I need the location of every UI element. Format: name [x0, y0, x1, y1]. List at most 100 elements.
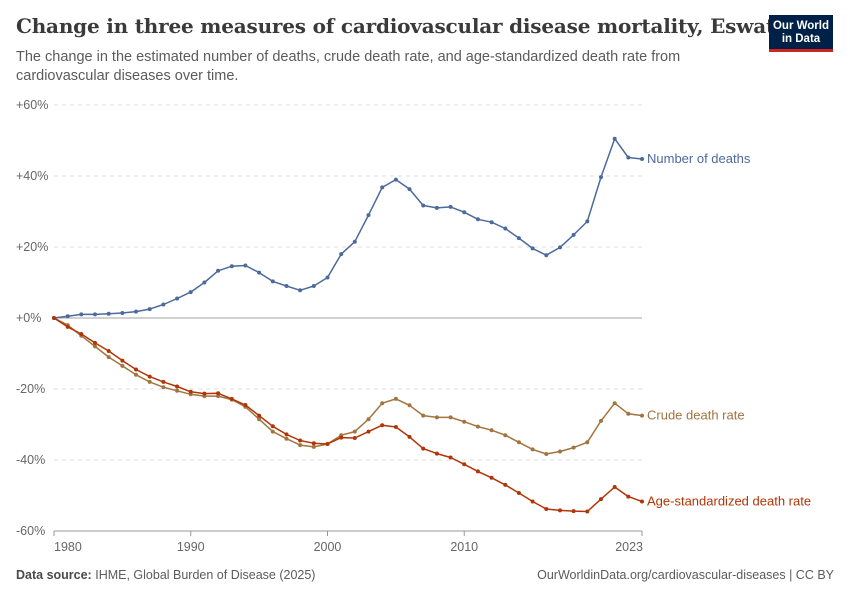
- data-point: [503, 433, 508, 438]
- x-tick-label: 2010: [450, 540, 478, 554]
- data-point: [284, 436, 289, 441]
- data-point: [161, 379, 166, 384]
- series-line: [53, 137, 643, 319]
- data-point: [407, 434, 412, 439]
- data-point: [52, 316, 56, 320]
- data-point: [134, 367, 138, 372]
- series-label: Crude death rate: [647, 408, 745, 423]
- data-point: [503, 482, 508, 487]
- data-point: [93, 340, 97, 345]
- data-point: [421, 413, 426, 418]
- data-point: [175, 388, 180, 393]
- data-point: [229, 264, 234, 269]
- data-point: [434, 205, 439, 210]
- data-point: [270, 279, 275, 284]
- data-point: [489, 475, 494, 480]
- data-point: [516, 491, 521, 495]
- data-point: [352, 239, 357, 244]
- data-point: [640, 413, 644, 418]
- data-point: [599, 175, 603, 180]
- data-point: [106, 311, 111, 316]
- data-point: [393, 396, 398, 401]
- chart-subtitle: The change in the estimated number of de…: [16, 49, 681, 84]
- data-point: [448, 415, 453, 420]
- data-point: [475, 217, 480, 222]
- data-point: [585, 509, 590, 514]
- data-point: [106, 349, 111, 353]
- y-tick-label: -20%: [16, 382, 45, 396]
- data-point: [626, 494, 631, 499]
- data-point: [544, 507, 549, 511]
- data-point: [311, 441, 316, 446]
- data-point: [544, 253, 549, 258]
- data-point: [134, 372, 138, 377]
- data-point: [489, 428, 494, 433]
- y-tick-label: -60%: [16, 524, 45, 538]
- owid-logo[interactable]: Our World in Data: [769, 15, 833, 52]
- data-point: [147, 307, 152, 312]
- data-point: [298, 438, 303, 443]
- data-point: [558, 449, 562, 454]
- series-label: Number of deaths: [647, 151, 751, 166]
- y-tick-label: +60%: [16, 98, 48, 112]
- data-source-text: IHME, Global Burden of Disease (2025): [95, 568, 316, 582]
- data-point: [243, 263, 248, 268]
- data-point: [270, 429, 275, 434]
- data-point: [462, 419, 467, 424]
- data-point: [161, 385, 166, 390]
- data-point: [175, 296, 180, 301]
- grid-lines: [54, 104, 642, 461]
- data-point: [434, 451, 439, 456]
- data-point: [311, 444, 316, 449]
- data-point: [366, 429, 371, 434]
- data-point: [571, 445, 576, 450]
- logo-line-2: in Data: [781, 33, 821, 45]
- data-point: [134, 309, 138, 314]
- data-point: [599, 497, 603, 502]
- data-point: [489, 220, 494, 225]
- data-point: [298, 443, 303, 448]
- data-point: [65, 324, 70, 329]
- data-point: [530, 499, 535, 504]
- data-point: [640, 499, 644, 504]
- data-point: [585, 219, 590, 224]
- data-point: [530, 447, 535, 452]
- series-lines: [52, 136, 644, 514]
- data-point: [352, 429, 357, 434]
- y-tick-label: +20%: [16, 240, 48, 254]
- data-point: [462, 462, 467, 467]
- x-tick-label: 1980: [54, 540, 82, 554]
- data-point: [448, 204, 453, 209]
- data-point: [612, 485, 617, 489]
- data-point: [366, 417, 371, 422]
- data-point: [421, 203, 426, 208]
- x-tick-label: 2000: [314, 540, 342, 554]
- data-point: [626, 411, 631, 416]
- data-point: [530, 246, 535, 251]
- data-point: [366, 213, 371, 218]
- data-point: [257, 270, 262, 275]
- data-point: [407, 187, 412, 192]
- data-point: [311, 284, 316, 288]
- data-point: [407, 403, 412, 408]
- data-point: [393, 177, 398, 182]
- data-point: [626, 155, 631, 160]
- data-point: [147, 374, 152, 379]
- data-point: [558, 508, 562, 513]
- data-point: [229, 396, 234, 401]
- data-point: [216, 268, 221, 273]
- data-point: [284, 284, 289, 288]
- data-point: [352, 436, 357, 440]
- data-point: [640, 157, 644, 161]
- url-license[interactable]: OurWorldinData.org/cardiovascular-diseas…: [537, 568, 834, 582]
- y-tick-label: -40%: [16, 453, 45, 467]
- data-point: [202, 391, 207, 396]
- data-point: [284, 432, 289, 437]
- data-point: [216, 391, 221, 396]
- data-point: [503, 226, 508, 231]
- data-point: [393, 425, 398, 429]
- series-label: Age-standardized death rate: [647, 494, 811, 509]
- data-point: [188, 389, 193, 394]
- data-point: [79, 312, 84, 317]
